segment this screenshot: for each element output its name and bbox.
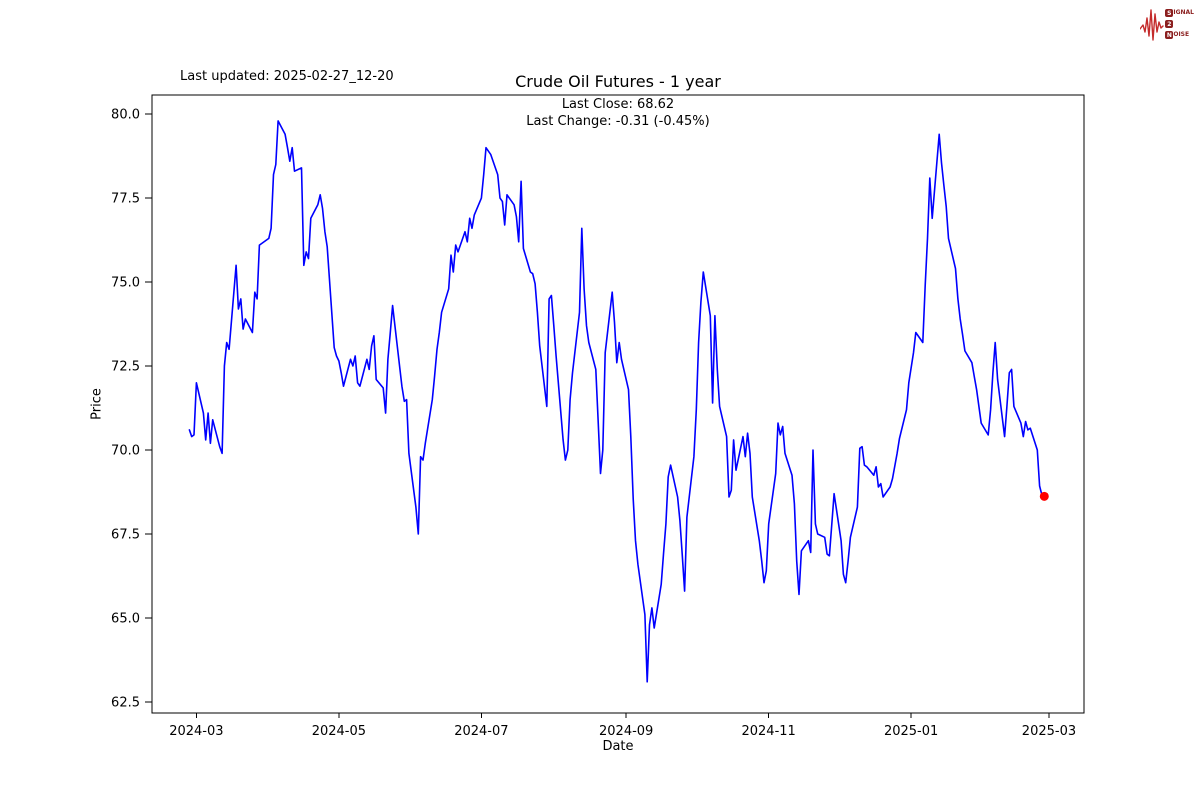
y-tick-label: 67.5	[111, 527, 140, 542]
x-tick-label: 2024-09	[599, 724, 653, 739]
y-tick-label: 70.0	[111, 444, 140, 459]
logo-initial-badge: N	[1165, 31, 1174, 39]
last-close-label: Last Close: 68.62	[561, 97, 675, 112]
x-tick-label: 2025-03	[1022, 724, 1076, 739]
y-axis-label: Price	[89, 388, 105, 420]
price-line	[188, 120, 1046, 683]
logo-initial-badge: S	[1165, 9, 1174, 17]
y-tick-label: 77.5	[111, 192, 140, 207]
logo-text: OISE	[1173, 31, 1190, 38]
logo-text-row: N OISE	[1165, 30, 1194, 40]
y-tick-label: 80.0	[111, 108, 140, 123]
x-tick-label: 2024-07	[454, 724, 508, 739]
x-axis-label: Date	[602, 739, 634, 754]
x-tick-label: 2024-05	[312, 724, 366, 739]
y-tick-label: 72.5	[111, 360, 140, 375]
x-tick-label: 2025-01	[884, 724, 938, 739]
logo-text-row: 2	[1165, 19, 1194, 29]
waveform-icon	[1140, 9, 1165, 41]
chart-title: Crude Oil Futures - 1 year	[515, 72, 721, 91]
x-tick-label: 2024-11	[741, 724, 795, 739]
logo-initial-badge: 2	[1165, 20, 1174, 28]
chart-subtitle: Last Close: 68.62 Last Change: -0.31 (-0…	[152, 96, 1084, 130]
logo-text-row: S IGNAL	[1165, 8, 1194, 18]
x-tick-label: 2024-03	[169, 724, 223, 739]
last-updated-label: Last updated: 2025-02-27_12-20	[180, 69, 394, 84]
last-close-marker	[1039, 491, 1049, 501]
axes-box	[151, 94, 1085, 714]
logo-text: IGNAL	[1173, 9, 1194, 16]
last-change-label: Last Change: -0.31 (-0.45%)	[526, 114, 710, 129]
y-tick-label: 62.5	[111, 695, 140, 710]
y-tick-label: 75.0	[111, 276, 140, 291]
signal-2-noise-logo: S IGNAL 2 N OISE	[1140, 5, 1194, 43]
y-tick-label: 65.0	[111, 611, 140, 626]
